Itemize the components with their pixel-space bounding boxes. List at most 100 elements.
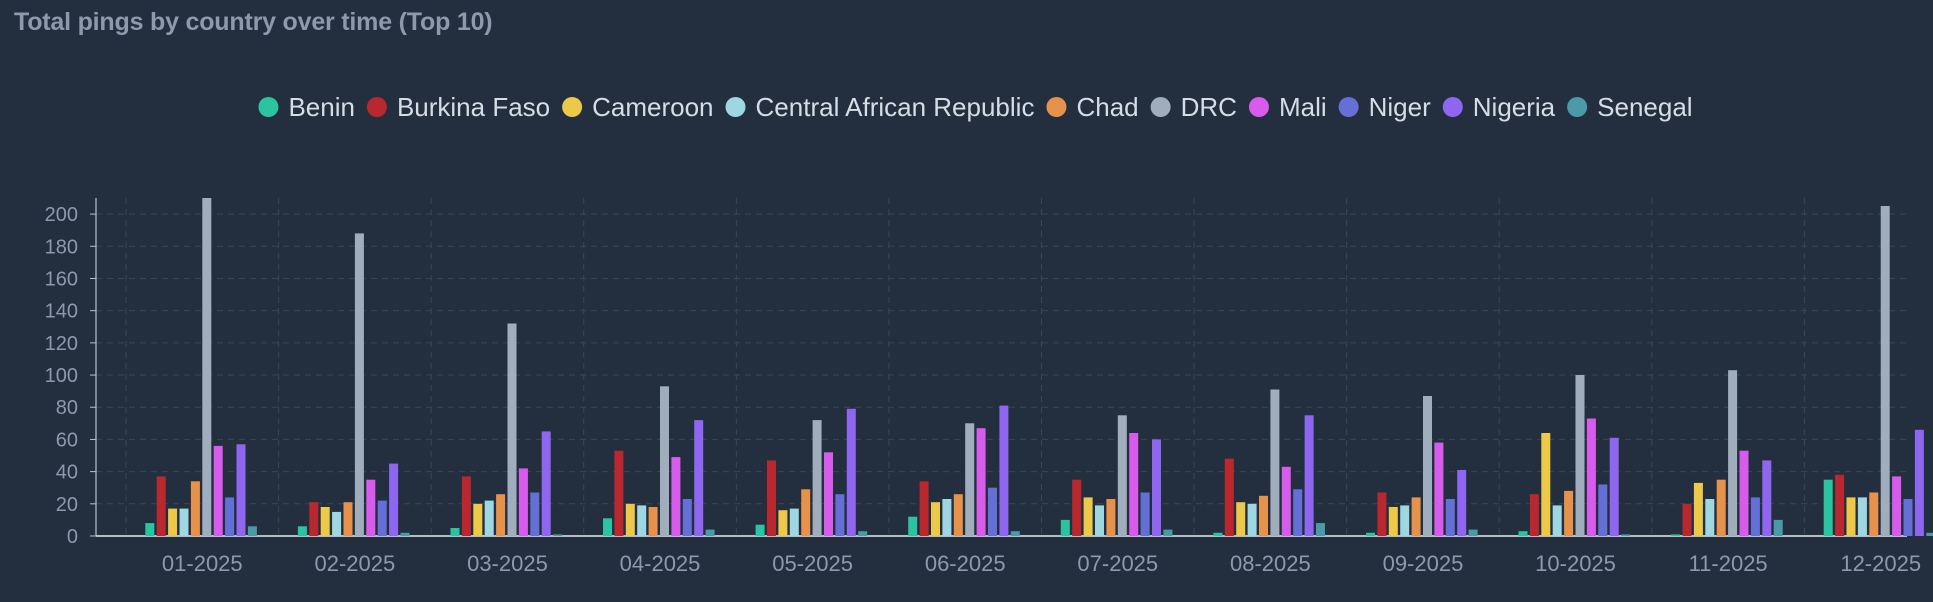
- bar-central-african-republic-03-2025[interactable]: Central African Republic 03-2025: 22: [484, 500, 494, 536]
- legend-item-senegal[interactable]: Senegal: [1567, 92, 1693, 122]
- bar-drc-07-2025[interactable]: DRC 07-2025: 75: [1117, 415, 1127, 536]
- bar-burkina-faso-07-2025[interactable]: Burkina Faso 07-2025: 35: [1072, 479, 1082, 536]
- bar-cameroon-06-2025[interactable]: Cameroon 06-2025: 21: [931, 502, 940, 536]
- bar-nigeria-11-2025[interactable]: Nigeria 11-2025: 47: [1762, 460, 1772, 536]
- bar-niger-02-2025[interactable]: Niger 02-2025: 22: [377, 500, 387, 536]
- legend-item-benin[interactable]: Benin: [258, 92, 355, 122]
- bar-burkina-faso-12-2025[interactable]: Burkina Faso 12-2025: 38: [1835, 474, 1845, 536]
- bar-central-african-republic-12-2025[interactable]: Central African Republic 12-2025: 24: [1857, 497, 1867, 536]
- bar-central-african-republic-07-2025[interactable]: Central African Republic 07-2025: 19: [1095, 505, 1104, 536]
- bar-central-african-republic-08-2025[interactable]: Central African Republic 08-2025: 20: [1247, 503, 1257, 536]
- bar-senegal-08-2025[interactable]: Senegal 08-2025: 8: [1316, 523, 1325, 536]
- bar-senegal-02-2025[interactable]: Senegal 02-2025: 2: [400, 532, 410, 536]
- bar-senegal-07-2025[interactable]: Senegal 07-2025: 4: [1163, 529, 1173, 536]
- bar-chad-01-2025[interactable]: Chad 01-2025: 34: [190, 481, 200, 536]
- bar-niger-07-2025[interactable]: Niger 07-2025: 27: [1140, 492, 1150, 537]
- bar-drc-02-2025[interactable]: DRC 02-2025: 188: [354, 233, 364, 536]
- bar-central-african-republic-04-2025[interactable]: Central African Republic 04-2025: 19: [637, 505, 647, 536]
- bar-senegal-04-2025[interactable]: Senegal 04-2025: 4: [705, 529, 715, 536]
- bar-cameroon-07-2025[interactable]: Cameroon 07-2025: 24: [1083, 497, 1093, 536]
- bar-mali-12-2025[interactable]: Mali 12-2025: 37: [1892, 476, 1902, 536]
- bar-cameroon-02-2025[interactable]: Cameroon 02-2025: 18: [320, 507, 330, 536]
- bar-niger-08-2025[interactable]: Niger 08-2025: 29: [1293, 489, 1303, 536]
- bar-cameroon-12-2025[interactable]: Cameroon 12-2025: 24: [1846, 497, 1856, 536]
- bar-benin-02-2025[interactable]: Benin 02-2025: 6: [297, 526, 307, 536]
- bar-drc-10-2025[interactable]: DRC 10-2025: 100: [1575, 375, 1585, 536]
- bar-nigeria-07-2025[interactable]: Nigeria 07-2025: 60: [1152, 439, 1161, 536]
- bar-burkina-faso-06-2025[interactable]: Burkina Faso 06-2025: 34: [919, 481, 929, 536]
- bar-benin-04-2025[interactable]: Benin 04-2025: 11: [603, 518, 612, 536]
- legend-item-burkina-faso[interactable]: Burkina Faso: [366, 92, 550, 122]
- bar-central-african-republic-11-2025[interactable]: Central African Republic 11-2025: 23: [1705, 499, 1715, 536]
- bar-drc-05-2025[interactable]: DRC 05-2025: 72: [812, 420, 822, 536]
- bar-drc-01-2025[interactable]: DRC 01-2025: 210: [202, 198, 212, 536]
- bar-nigeria-02-2025[interactable]: Nigeria 02-2025: 45: [389, 463, 399, 536]
- bar-niger-11-2025[interactable]: Niger 11-2025: 24: [1750, 497, 1760, 536]
- legend-item-central-african-republic[interactable]: Central African Republic: [725, 92, 1035, 122]
- bar-cameroon-05-2025[interactable]: Cameroon 05-2025: 16: [778, 510, 788, 536]
- legend-item-chad[interactable]: Chad: [1046, 92, 1139, 122]
- bar-mali-05-2025[interactable]: Mali 05-2025: 52: [824, 452, 833, 536]
- bar-cameroon-04-2025[interactable]: Cameroon 04-2025: 20: [625, 503, 635, 536]
- bar-mali-07-2025[interactable]: Mali 07-2025: 64: [1129, 433, 1139, 536]
- bar-senegal-10-2025[interactable]: Senegal 10-2025: 1: [1621, 534, 1631, 536]
- bar-drc-04-2025[interactable]: DRC 04-2025: 93: [660, 386, 669, 536]
- bar-central-african-republic-02-2025[interactable]: Central African Republic 02-2025: 15: [332, 511, 342, 536]
- bar-benin-10-2025[interactable]: Benin 10-2025: 3: [1518, 531, 1528, 536]
- bar-niger-05-2025[interactable]: Niger 05-2025: 26: [835, 494, 845, 536]
- bar-mali-03-2025[interactable]: Mali 03-2025: 42: [518, 468, 528, 536]
- bar-burkina-faso-10-2025[interactable]: Burkina Faso 10-2025: 26: [1529, 494, 1539, 536]
- bar-nigeria-03-2025[interactable]: Nigeria 03-2025: 65: [541, 431, 551, 536]
- bar-mali-11-2025[interactable]: Mali 11-2025: 53: [1739, 450, 1749, 536]
- bar-burkina-faso-09-2025[interactable]: Burkina Faso 09-2025: 27: [1377, 492, 1387, 537]
- bar-niger-03-2025[interactable]: Niger 03-2025: 27: [530, 492, 540, 537]
- bar-senegal-05-2025[interactable]: Senegal 05-2025: 3: [858, 531, 868, 536]
- bar-mali-06-2025[interactable]: Mali 06-2025: 67: [976, 428, 986, 536]
- bar-burkina-faso-04-2025[interactable]: Burkina Faso 04-2025: 53: [614, 450, 624, 536]
- bar-cameroon-09-2025[interactable]: Cameroon 09-2025: 18: [1388, 507, 1398, 536]
- bar-cameroon-08-2025[interactable]: Cameroon 08-2025: 21: [1236, 502, 1246, 536]
- bar-nigeria-08-2025[interactable]: Nigeria 08-2025: 75: [1304, 415, 1314, 536]
- bar-chad-04-2025[interactable]: Chad 04-2025: 18: [648, 507, 658, 536]
- bar-central-african-republic-01-2025[interactable]: Central African Republic 01-2025: 17: [179, 508, 189, 536]
- bar-mali-08-2025[interactable]: Mali 08-2025: 43: [1281, 466, 1291, 536]
- bar-cameroon-11-2025[interactable]: Cameroon 11-2025: 33: [1693, 482, 1703, 536]
- legend-item-niger[interactable]: Niger: [1338, 92, 1431, 122]
- bar-benin-07-2025[interactable]: Benin 07-2025: 10: [1060, 519, 1070, 536]
- bar-chad-12-2025[interactable]: Chad 12-2025: 27: [1869, 492, 1879, 537]
- bar-central-african-republic-09-2025[interactable]: Central African Republic 09-2025: 19: [1400, 505, 1410, 536]
- bar-chad-07-2025[interactable]: Chad 07-2025: 23: [1106, 499, 1116, 536]
- bar-mali-10-2025[interactable]: Mali 10-2025: 73: [1586, 418, 1596, 537]
- bar-niger-12-2025[interactable]: Niger 12-2025: 23: [1903, 499, 1913, 536]
- bar-chad-02-2025[interactable]: Chad 02-2025: 21: [343, 502, 353, 536]
- bar-burkina-faso-03-2025[interactable]: Burkina Faso 03-2025: 37: [461, 476, 471, 536]
- bar-nigeria-12-2025[interactable]: Nigeria 12-2025: 66: [1914, 429, 1924, 536]
- bar-senegal-11-2025[interactable]: Senegal 11-2025: 10: [1773, 519, 1783, 536]
- bar-chad-09-2025[interactable]: Chad 09-2025: 24: [1411, 497, 1421, 536]
- bar-chad-08-2025[interactable]: Chad 08-2025: 25: [1259, 495, 1268, 536]
- bar-chad-11-2025[interactable]: Chad 11-2025: 35: [1716, 479, 1726, 536]
- bar-chad-06-2025[interactable]: Chad 06-2025: 26: [953, 494, 963, 536]
- bar-niger-04-2025[interactable]: Niger 04-2025: 23: [682, 499, 692, 536]
- bar-chad-05-2025[interactable]: Chad 05-2025: 29: [801, 489, 811, 536]
- bar-niger-06-2025[interactable]: Niger 06-2025: 30: [988, 487, 997, 536]
- bar-nigeria-04-2025[interactable]: Nigeria 04-2025: 72: [694, 420, 704, 536]
- bar-central-african-republic-05-2025[interactable]: Central African Republic 05-2025: 17: [789, 508, 799, 536]
- bar-mali-01-2025[interactable]: Mali 01-2025: 56: [213, 445, 223, 536]
- bar-cameroon-03-2025[interactable]: Cameroon 03-2025: 20: [473, 503, 483, 536]
- bar-mali-09-2025[interactable]: Mali 09-2025: 58: [1434, 442, 1444, 536]
- bar-burkina-faso-05-2025[interactable]: Burkina Faso 05-2025: 47: [767, 460, 776, 536]
- bar-benin-08-2025[interactable]: Benin 08-2025: 2: [1213, 532, 1223, 536]
- bar-benin-12-2025[interactable]: Benin 12-2025: 35: [1823, 479, 1833, 536]
- bar-central-african-republic-06-2025[interactable]: Central African Republic 06-2025: 23: [942, 499, 952, 536]
- bar-cameroon-10-2025[interactable]: Cameroon 10-2025: 64: [1541, 433, 1551, 536]
- bar-nigeria-09-2025[interactable]: Nigeria 09-2025: 41: [1457, 470, 1467, 536]
- bar-mali-04-2025[interactable]: Mali 04-2025: 49: [671, 457, 681, 536]
- bar-senegal-12-2025[interactable]: Senegal 12-2025: 2: [1926, 532, 1933, 536]
- bar-senegal-06-2025[interactable]: Senegal 06-2025: 3: [1010, 531, 1020, 536]
- legend-item-nigeria[interactable]: Nigeria: [1442, 92, 1556, 122]
- bar-niger-09-2025[interactable]: Niger 09-2025: 23: [1445, 499, 1455, 536]
- bar-drc-09-2025[interactable]: DRC 09-2025: 87: [1423, 396, 1432, 536]
- bar-niger-10-2025[interactable]: Niger 10-2025: 32: [1598, 484, 1608, 537]
- bar-nigeria-10-2025[interactable]: Nigeria 10-2025: 61: [1609, 437, 1619, 536]
